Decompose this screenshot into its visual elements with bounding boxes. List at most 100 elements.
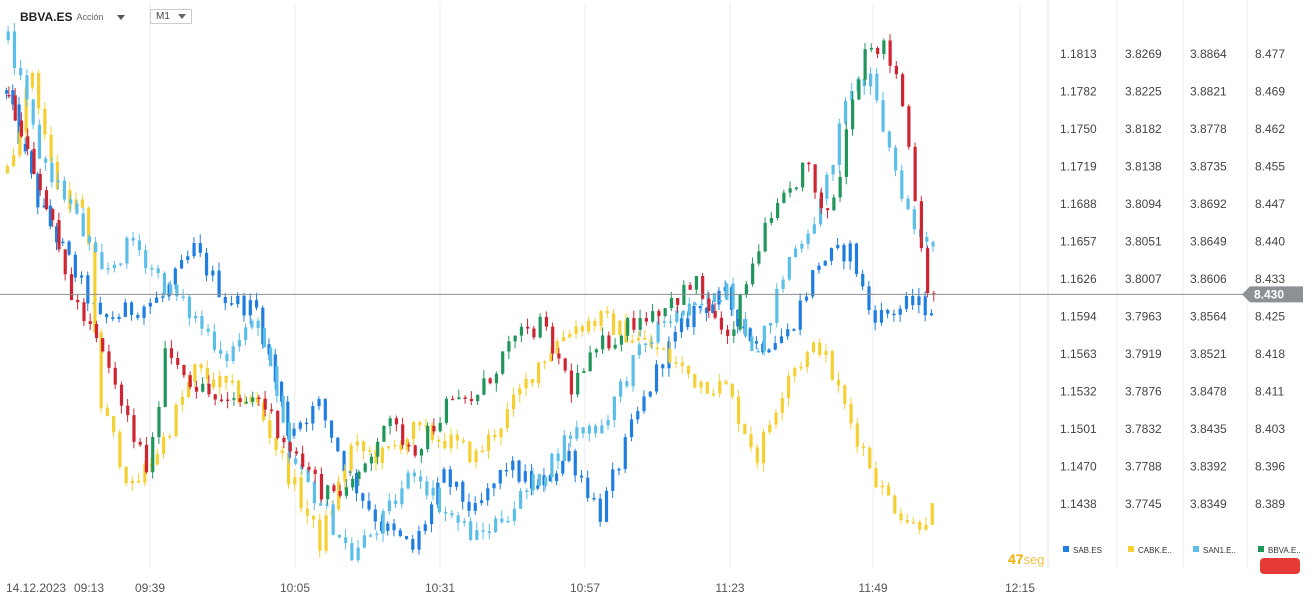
candle-body — [769, 218, 773, 223]
candle-body — [413, 445, 417, 456]
candle-body — [698, 305, 702, 308]
candle-body — [318, 519, 322, 551]
candle-body — [224, 375, 228, 383]
candle-body — [299, 477, 303, 509]
candle-body — [12, 31, 17, 69]
alert-button[interactable] — [1260, 558, 1300, 574]
candle-body — [857, 79, 861, 100]
candle-body — [376, 441, 380, 457]
candle-body — [225, 353, 229, 362]
legend-swatch — [1063, 546, 1069, 552]
candle-body — [388, 418, 392, 426]
candle-body — [831, 164, 835, 175]
candle-body — [386, 446, 391, 448]
candle-body — [324, 515, 328, 551]
candle-body — [294, 458, 298, 464]
candle-body — [780, 397, 784, 413]
candle-body — [701, 276, 705, 299]
candle-body — [899, 513, 903, 521]
candle-body — [307, 466, 311, 470]
candle-body — [212, 331, 217, 350]
candle-body — [312, 482, 317, 504]
candle-body — [825, 174, 829, 199]
candle-body — [288, 442, 292, 452]
candle-body — [619, 381, 623, 397]
candle-body — [694, 276, 699, 290]
chevron-down-icon[interactable] — [117, 14, 126, 20]
candle-body — [730, 384, 734, 397]
candle-body — [613, 344, 617, 349]
candle-body — [169, 284, 173, 295]
candle-body — [594, 349, 599, 353]
candle-body — [382, 425, 386, 442]
candle-body — [611, 313, 616, 335]
candle-body — [612, 396, 616, 420]
candle-body — [450, 513, 454, 516]
timeframe-select[interactable]: M1 — [150, 9, 192, 24]
candle-body — [923, 296, 927, 316]
candle-body — [748, 328, 752, 342]
candle-body — [598, 498, 602, 522]
candle-body — [69, 274, 74, 300]
candle-body — [162, 273, 167, 295]
candle-body — [900, 170, 904, 199]
candle-body — [842, 244, 846, 262]
candle-body — [132, 415, 136, 442]
candle-body — [818, 342, 822, 356]
candle-body — [212, 379, 216, 388]
candle-body — [269, 347, 273, 367]
candle-body — [317, 399, 321, 407]
candle-body — [636, 338, 641, 341]
candle-body — [926, 248, 930, 294]
candle-body — [629, 419, 634, 438]
candle-body — [713, 310, 717, 318]
candle-body — [863, 49, 867, 80]
candle-body — [474, 450, 478, 463]
candle-body — [87, 236, 92, 243]
candle-body — [407, 444, 411, 447]
symbol-selector[interactable]: BBVA.ES Acción — [20, 8, 126, 26]
candle-body — [593, 320, 597, 326]
countdown-unit: seg — [1023, 552, 1045, 567]
candle-body — [500, 518, 504, 522]
candle-body — [518, 388, 522, 395]
candle-body — [637, 344, 641, 356]
candle-body — [144, 250, 148, 268]
candle-body — [294, 451, 299, 454]
candle-body — [425, 481, 429, 496]
candle-body — [293, 477, 297, 485]
candle-body — [569, 435, 573, 439]
candle-body — [130, 480, 134, 484]
candle-body — [579, 475, 584, 478]
candle-body — [604, 490, 609, 522]
candle-body — [843, 385, 847, 404]
candle-body — [651, 311, 655, 322]
candle-body — [504, 469, 509, 472]
x-tick-label: 12:15 — [1005, 581, 1035, 595]
candle-body — [519, 326, 524, 336]
candle-body — [311, 406, 315, 424]
candle-body — [480, 450, 484, 452]
candle-body — [575, 427, 579, 439]
x-tick-label: 11:23 — [715, 581, 744, 595]
x-tick-label: 10:57 — [570, 581, 600, 595]
candle-body — [682, 284, 686, 305]
candle-body — [124, 467, 128, 484]
candle-body — [94, 242, 98, 253]
candle-body — [392, 523, 396, 531]
candle-body — [586, 320, 591, 332]
candle-body — [894, 65, 898, 75]
candle-body — [337, 534, 342, 538]
candle-body — [488, 378, 492, 384]
price-tick-cabk-es: 3.7832 — [1125, 422, 1162, 436]
candle-body — [456, 515, 460, 523]
candle-body — [125, 237, 129, 264]
candle-body — [137, 240, 142, 251]
candle-body — [437, 487, 441, 513]
candle-body — [538, 316, 542, 338]
candle-body — [143, 464, 147, 483]
price-tick-bbva-es: 8.433 — [1255, 272, 1285, 286]
timeframe-value: M1 — [156, 11, 170, 22]
price-tick-cabk-es: 3.8138 — [1125, 160, 1162, 174]
